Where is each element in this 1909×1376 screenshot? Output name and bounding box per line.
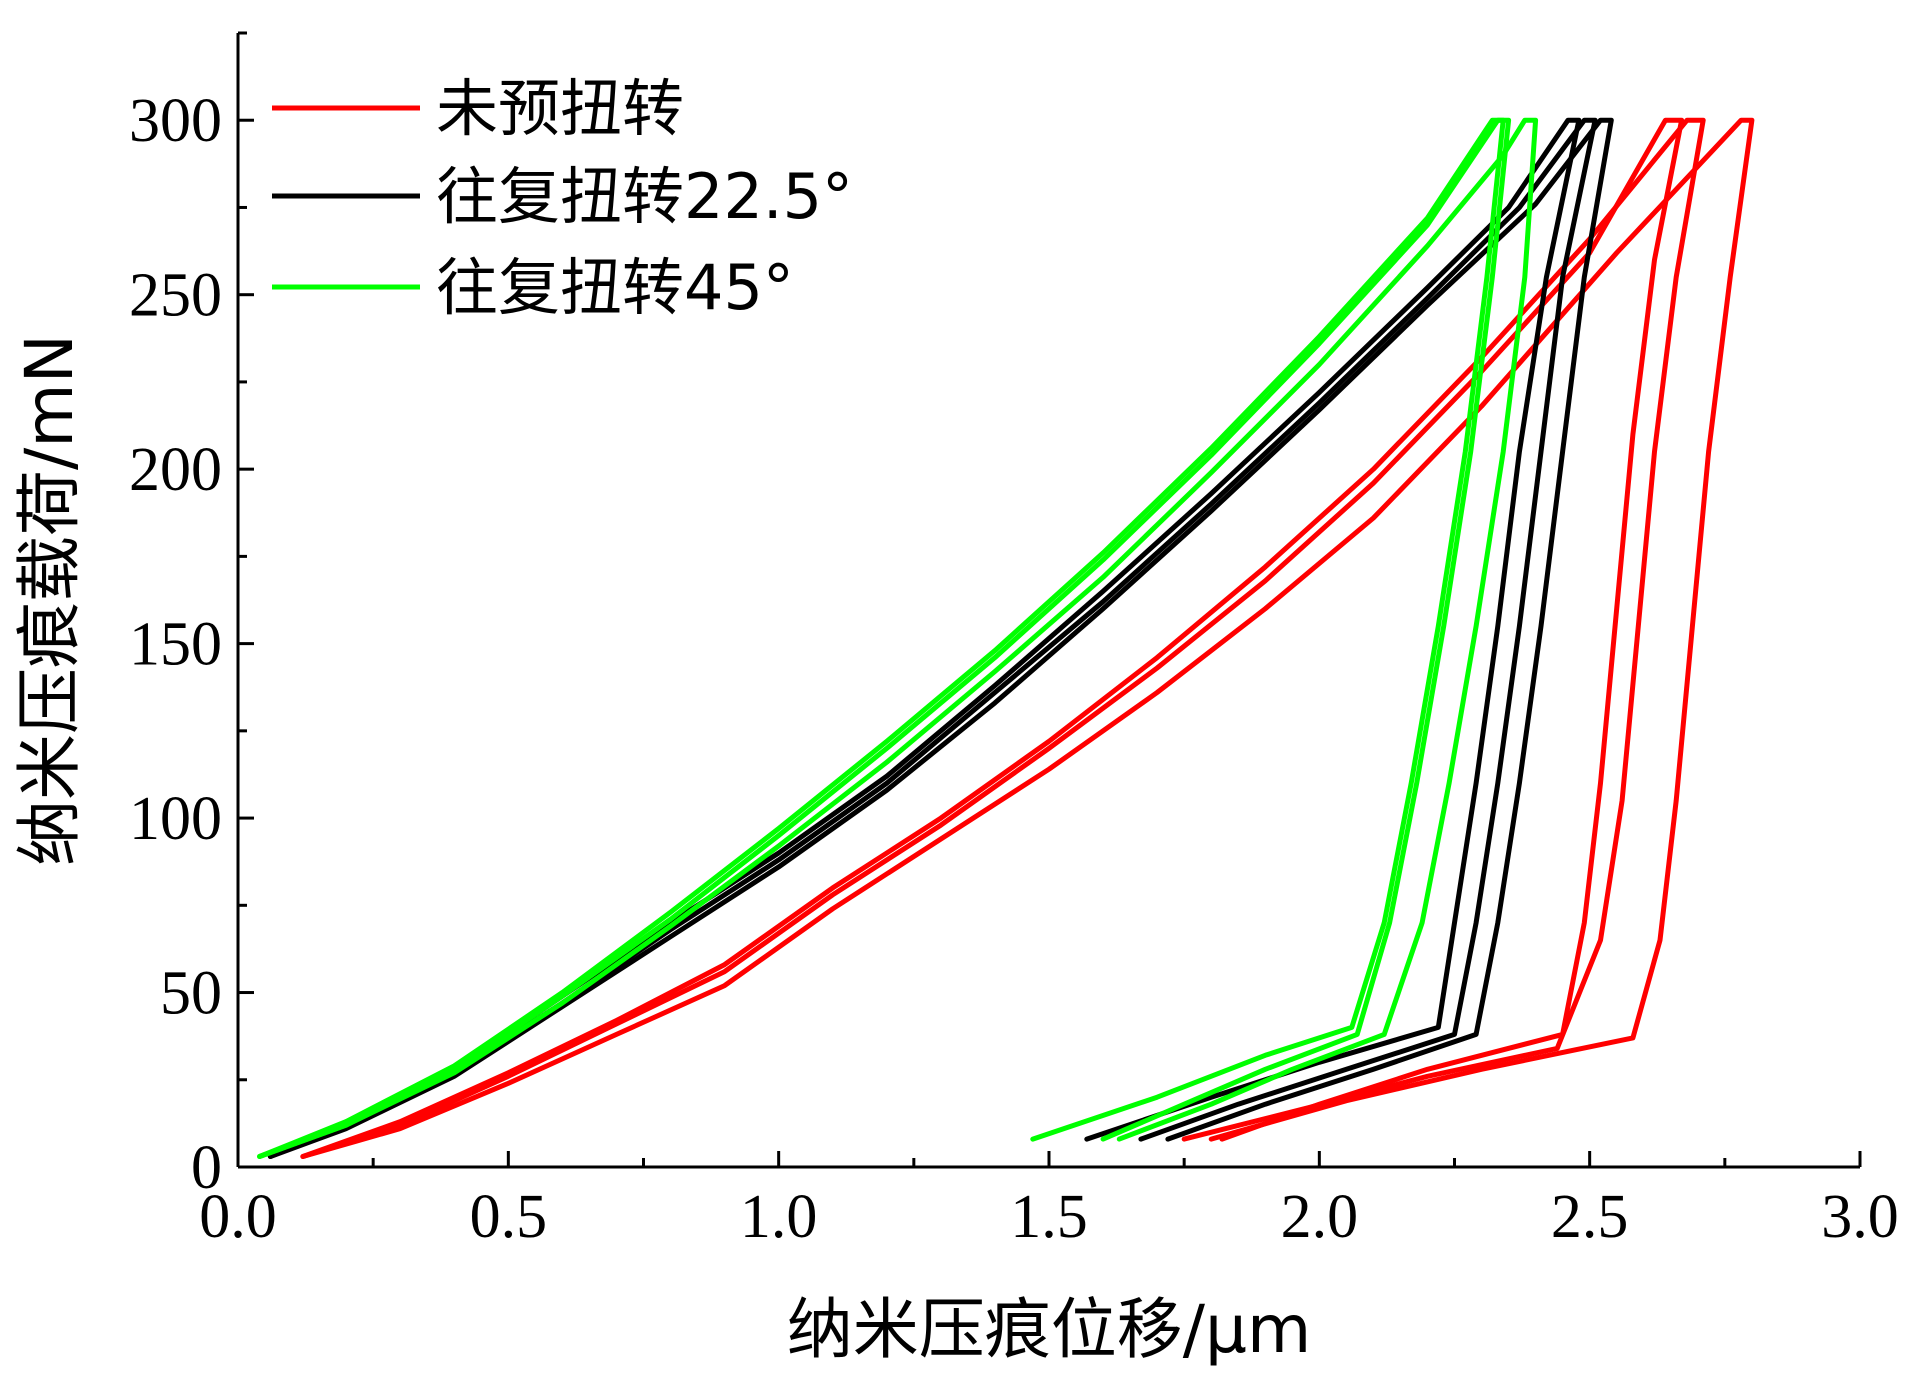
plot-lines [257, 117, 1755, 1159]
x-axis-title: 纳米压痕位移/μm [787, 1291, 1312, 1368]
x-ticks: 0.0 0.5 1.0 1.5 2.0 2.5 3.0 [199, 1151, 1899, 1251]
legend: 未预扭转 往复扭转22.5° 往复扭转45° [272, 72, 853, 324]
series-2-curve-0 [257, 117, 1506, 1159]
y-tick-label: 250 [129, 262, 222, 330]
x-tick-label: 1.5 [1010, 1183, 1088, 1251]
series-1-curve-2 [267, 117, 1614, 1159]
series-2 [257, 117, 1539, 1159]
legend-label-0: 未预扭转 [436, 72, 684, 145]
y-tick-label: 150 [129, 611, 222, 679]
x-tick-label: 2.0 [1281, 1183, 1359, 1251]
series-0 [300, 117, 1755, 1159]
legend-label-2: 往复扭转45° [436, 251, 794, 324]
legend-label-1: 往复扭转22.5° [436, 160, 853, 233]
x-tick-label: 1.0 [740, 1183, 818, 1251]
y-ticks: 0 50 100 150 200 250 300 [129, 31, 254, 1202]
series-0-curve-0 [300, 117, 1685, 1159]
y-tick-label: 300 [129, 87, 222, 155]
x-tick-label: 0.0 [199, 1183, 277, 1251]
x-tick-label: 0.5 [470, 1183, 548, 1251]
series-0-curve-2 [300, 117, 1755, 1159]
x-tick-label: 3.0 [1821, 1183, 1899, 1251]
series-2-curve-2 [257, 117, 1539, 1159]
series-0-curve-1 [300, 117, 1706, 1159]
series-2-curve-1 [257, 117, 1512, 1159]
y-tick-label: 100 [129, 785, 222, 853]
x-tick-label: 2.5 [1551, 1183, 1629, 1251]
y-axis-title: 纳米压痕载荷/mN [11, 334, 88, 866]
y-tick-label: 0 [191, 1134, 222, 1202]
y-tick-label: 200 [129, 436, 222, 504]
y-tick-label: 50 [160, 960, 222, 1028]
